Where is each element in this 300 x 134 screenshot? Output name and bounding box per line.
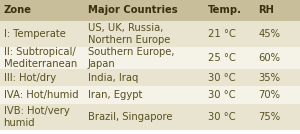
Text: 70%: 70% (259, 90, 281, 100)
FancyBboxPatch shape (0, 69, 84, 86)
FancyBboxPatch shape (255, 0, 300, 21)
FancyBboxPatch shape (0, 0, 84, 21)
Text: Southern Europe,
Japan: Southern Europe, Japan (88, 47, 174, 69)
Text: III: Hot/dry: III: Hot/dry (4, 73, 56, 83)
Text: 21 °C: 21 °C (208, 29, 236, 39)
FancyBboxPatch shape (0, 104, 84, 130)
FancyBboxPatch shape (84, 86, 204, 104)
Text: 30 °C: 30 °C (208, 112, 235, 122)
Text: Major Countries: Major Countries (88, 5, 177, 15)
FancyBboxPatch shape (0, 21, 84, 47)
Text: US, UK, Russia,
Northern Europe: US, UK, Russia, Northern Europe (88, 23, 170, 45)
FancyBboxPatch shape (255, 21, 300, 47)
Text: RH: RH (259, 5, 275, 15)
Text: Zone: Zone (4, 5, 32, 15)
Text: Iran, Egypt: Iran, Egypt (88, 90, 142, 100)
FancyBboxPatch shape (84, 21, 204, 47)
Text: 75%: 75% (259, 112, 281, 122)
Text: 25 °C: 25 °C (208, 53, 236, 63)
FancyBboxPatch shape (84, 104, 204, 130)
Text: IVB: Hot/very
humid: IVB: Hot/very humid (4, 106, 69, 128)
FancyBboxPatch shape (204, 47, 255, 69)
FancyBboxPatch shape (84, 0, 204, 21)
FancyBboxPatch shape (0, 47, 84, 69)
FancyBboxPatch shape (204, 104, 255, 130)
FancyBboxPatch shape (204, 86, 255, 104)
FancyBboxPatch shape (84, 47, 204, 69)
Text: 45%: 45% (259, 29, 281, 39)
Text: Brazil, Singapore: Brazil, Singapore (88, 112, 172, 122)
Text: Temp.: Temp. (208, 5, 242, 15)
Text: 35%: 35% (259, 73, 281, 83)
FancyBboxPatch shape (255, 69, 300, 86)
FancyBboxPatch shape (204, 21, 255, 47)
FancyBboxPatch shape (255, 86, 300, 104)
Text: India, Iraq: India, Iraq (88, 73, 138, 83)
FancyBboxPatch shape (255, 104, 300, 130)
Text: IVA: Hot/humid: IVA: Hot/humid (4, 90, 78, 100)
FancyBboxPatch shape (204, 69, 255, 86)
FancyBboxPatch shape (84, 69, 204, 86)
FancyBboxPatch shape (204, 0, 255, 21)
FancyBboxPatch shape (0, 86, 84, 104)
Text: 60%: 60% (259, 53, 281, 63)
Text: 30 °C: 30 °C (208, 90, 235, 100)
FancyBboxPatch shape (255, 47, 300, 69)
Text: I: Temperate: I: Temperate (4, 29, 65, 39)
Text: 30 °C: 30 °C (208, 73, 235, 83)
Text: II: Subtropical/
Mediterranean: II: Subtropical/ Mediterranean (4, 47, 77, 69)
